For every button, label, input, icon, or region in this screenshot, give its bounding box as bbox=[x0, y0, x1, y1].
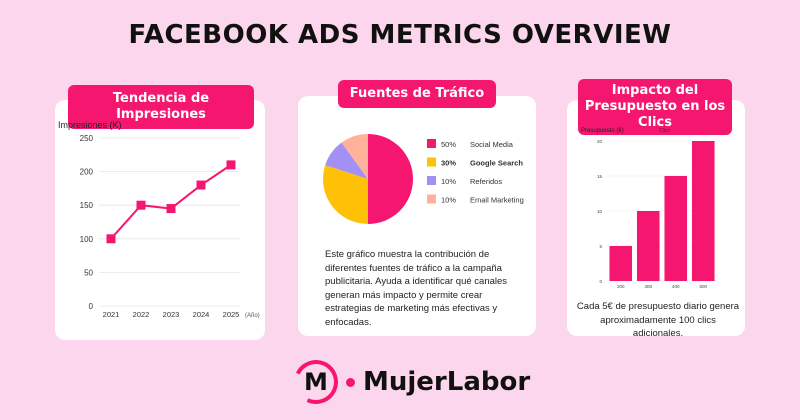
impressions-xtick: 2023 bbox=[163, 310, 180, 319]
budget-bar bbox=[609, 246, 633, 281]
impressions-point bbox=[136, 200, 146, 210]
impressions-ylabel: Impresiones (K) bbox=[58, 120, 122, 130]
budget-legend-label: Clics bbox=[659, 128, 670, 134]
impressions-xlabel: (Año) bbox=[245, 313, 260, 319]
budget-bar bbox=[636, 211, 660, 281]
traffic-pie-slice bbox=[323, 165, 368, 224]
impressions-ytick: 250 bbox=[80, 134, 94, 143]
impressions-point bbox=[106, 234, 116, 244]
impressions-xtick: 2025 bbox=[223, 310, 240, 319]
impressions-line bbox=[110, 164, 232, 240]
traffic-pie-slice bbox=[368, 134, 413, 224]
traffic-legend-swatch bbox=[427, 139, 436, 148]
impressions-xtick: 2024 bbox=[193, 310, 210, 319]
budget-bar-chart: Presupuesto (€) Clics 0 5 10 15 20 200 300 400 5… bbox=[581, 127, 717, 289]
impressions-xtick: 2022 bbox=[133, 310, 150, 319]
impressions-point bbox=[166, 204, 176, 214]
impressions-ytick: 100 bbox=[80, 235, 94, 244]
logo-dot-icon bbox=[346, 377, 355, 387]
traffic-legend-label: Social Media bbox=[470, 140, 514, 149]
budget-description: Cada 5€ de presupuesto diario genera apr… bbox=[576, 301, 740, 339]
budget-xtick: 400 bbox=[672, 284, 680, 289]
traffic-description: Este gráfico muestra la contribución de … bbox=[325, 249, 508, 328]
impressions-ytick: 150 bbox=[80, 201, 94, 210]
traffic-legend-value: 10% bbox=[441, 177, 456, 186]
traffic-legend-swatch bbox=[427, 176, 436, 185]
impressions-ytick: 200 bbox=[80, 168, 94, 177]
impressions-point bbox=[196, 180, 206, 190]
impressions-xtick: 2021 bbox=[103, 310, 120, 319]
page-title: FACEBOOK ADS METRICS OVERVIEW bbox=[128, 20, 672, 50]
budget-ytick: 10 bbox=[597, 209, 603, 214]
traffic-card bbox=[298, 96, 536, 336]
budget-bar bbox=[664, 176, 688, 281]
traffic-legend-value: 10% bbox=[441, 196, 456, 205]
impressions-ytick: 0 bbox=[89, 302, 94, 311]
budget-ylabel: Presupuesto (€) bbox=[581, 128, 624, 134]
traffic-legend-value: 30% bbox=[441, 159, 456, 168]
logo-letter: M bbox=[304, 368, 328, 397]
budget-ytick: 0 bbox=[599, 279, 602, 284]
traffic-title: Fuentes de Tráfico bbox=[338, 80, 496, 108]
budget-ytick: 20 bbox=[597, 139, 603, 144]
budget-legend-swatch bbox=[651, 127, 656, 132]
impressions-ytick: 50 bbox=[84, 268, 93, 277]
traffic-pie-slice bbox=[341, 134, 368, 179]
traffic-legend-label: Google Search bbox=[470, 159, 523, 168]
logo-wordmark: MujerLabor bbox=[363, 367, 531, 397]
traffic-pie-slice bbox=[325, 142, 368, 179]
impressions-point bbox=[226, 160, 236, 170]
impressions-card bbox=[55, 100, 265, 340]
budget-ytick: 5 bbox=[599, 244, 602, 249]
budget-xtick: 300 bbox=[644, 284, 652, 289]
budget-ytick: 15 bbox=[597, 174, 603, 179]
brand-logo: M MujerLabor bbox=[287, 353, 531, 411]
budget-title: Impacto del Presupuesto en los Clics bbox=[578, 79, 732, 135]
impressions-line-chart: Impresiones (K) 0 50 100 150 200 250 2021 2022 2… bbox=[58, 120, 260, 319]
traffic-legend-swatch bbox=[427, 194, 436, 204]
traffic-legend-label: Referidos bbox=[470, 177, 502, 186]
logo-mark-icon: M bbox=[287, 353, 345, 411]
traffic-legend-value: 50% bbox=[441, 140, 456, 149]
traffic-legend-label: Email Marketing bbox=[470, 196, 524, 205]
traffic-pie-chart: 50% Social Media 30% Google Search 10% Referi… bbox=[323, 134, 524, 224]
budget-xtick: 200 bbox=[617, 284, 625, 289]
budget-xtick: 500 bbox=[699, 284, 707, 289]
budget-bar bbox=[691, 141, 715, 281]
impressions-title: Tendencia de Impresiones bbox=[68, 85, 254, 129]
traffic-legend-swatch bbox=[427, 157, 436, 167]
